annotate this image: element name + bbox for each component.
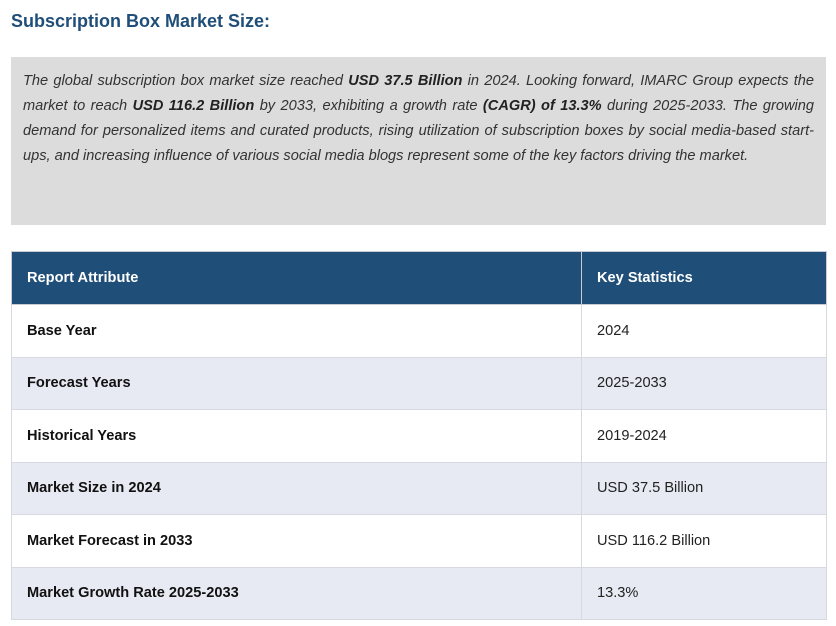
row-attribute: Market Size in 2024 <box>11 461 582 515</box>
row-value: 2025-2033 <box>581 356 827 410</box>
summary-text-1: The global subscription box market size … <box>23 73 349 89</box>
row-value: 13.3% <box>581 566 827 620</box>
row-value: USD 116.2 Billion <box>581 514 827 568</box>
row-attribute: Market Forecast in 2033 <box>11 514 582 568</box>
key-statistics-table: Report Attribute Key Statistics Base Yea… <box>11 251 827 620</box>
header-report-attribute: Report Attribute <box>11 251 582 305</box>
row-value: 2019-2024 <box>581 409 827 463</box>
summary-text-4: during 2025-2033. The growing demand for… <box>23 98 814 164</box>
header-key-statistics: Key Statistics <box>581 251 827 305</box>
table-row: Market Growth Rate 2025-2033 13.3% <box>11 566 827 620</box>
row-attribute: Historical Years <box>11 409 582 463</box>
row-value: 2024 <box>581 304 827 358</box>
table-row: Forecast Years 2025-2033 <box>11 356 827 410</box>
summary-market-forecast-2033: USD 116.2 Billion <box>132 98 255 114</box>
table-row: Market Size in 2024 USD 37.5 Billion <box>11 461 827 515</box>
row-attribute: Market Growth Rate 2025-2033 <box>11 566 582 620</box>
row-value: USD 37.5 Billion <box>581 461 827 515</box>
row-attribute: Forecast Years <box>11 356 582 410</box>
summary-market-size-2024: USD 37.5 Billion <box>348 73 463 89</box>
summary-box: The global subscription box market size … <box>11 57 826 225</box>
table-row: Market Forecast in 2033 USD 116.2 Billio… <box>11 514 827 568</box>
table-row: Historical Years 2019-2024 <box>11 409 827 463</box>
row-attribute: Base Year <box>11 304 582 358</box>
summary-cagr: (CAGR) of 13.3% <box>482 98 602 114</box>
page-title: Subscription Box Market Size: <box>11 11 271 31</box>
summary-paragraph: The global subscription box market size … <box>23 69 814 169</box>
summary-text-2: in 2024. Looking forward, IMARC Group ex… <box>23 73 814 114</box>
table-row: Base Year 2024 <box>11 304 827 358</box>
summary-text-3: by 2033, exhibiting a growth rate <box>254 98 483 114</box>
table-header-row: Report Attribute Key Statistics <box>11 251 827 305</box>
